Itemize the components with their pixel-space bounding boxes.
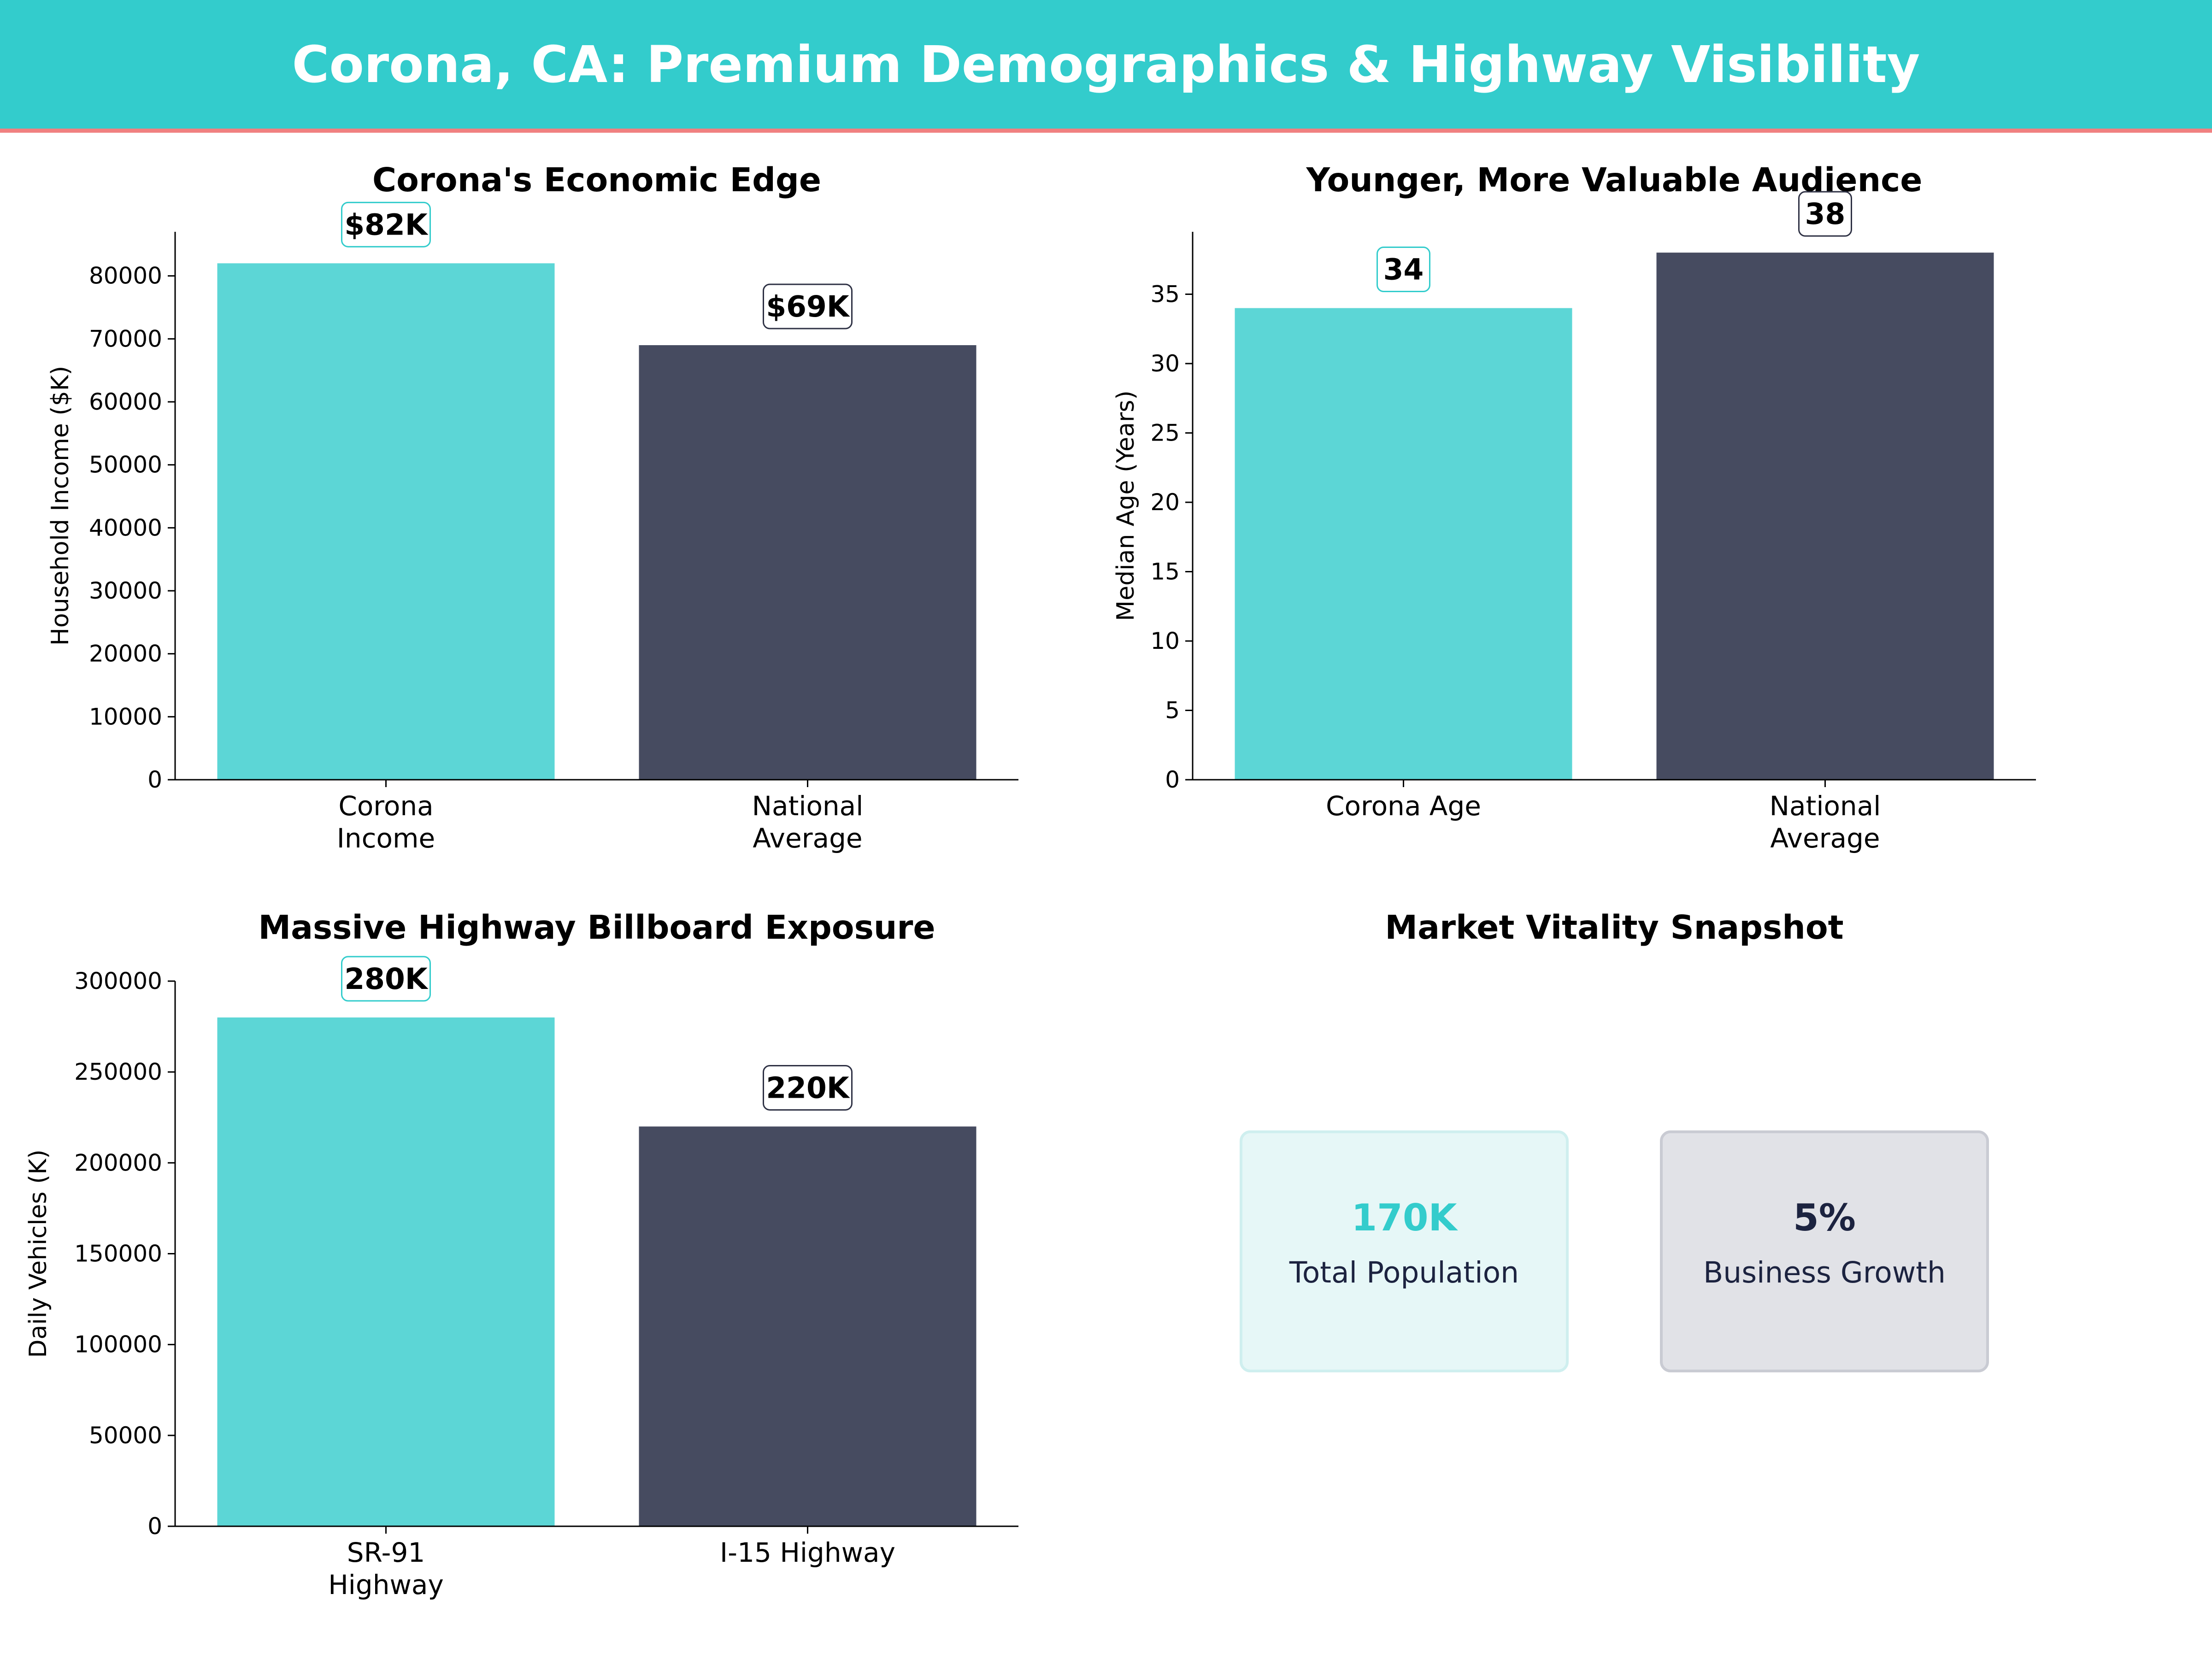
y-tick-label: 0 bbox=[147, 1513, 162, 1540]
market-snapshot: Market Vitality Snapshot 170K Total Popula… bbox=[1240, 908, 1989, 1372]
y-tick-label: 35 bbox=[1150, 281, 1180, 307]
category-label: Corona bbox=[338, 790, 433, 822]
y-tick-label: 250000 bbox=[74, 1059, 162, 1085]
y-tick-label: 20000 bbox=[89, 641, 162, 667]
category-label: I-15 Highway bbox=[720, 1537, 895, 1568]
category-label: Highway bbox=[328, 1569, 444, 1600]
y-tick-label: 10 bbox=[1150, 628, 1180, 654]
y-tick-label: 10000 bbox=[89, 703, 162, 730]
stat-card bbox=[1240, 1130, 1569, 1372]
category-label: SR-91 bbox=[347, 1537, 425, 1568]
y-tick-label: 40000 bbox=[89, 514, 162, 541]
value-label-box bbox=[341, 956, 431, 1002]
value-label: 34 bbox=[1383, 253, 1424, 287]
y-tick-label: 300000 bbox=[74, 968, 162, 994]
category-label: National bbox=[1770, 790, 1881, 822]
value-label: $82K bbox=[344, 208, 429, 241]
y-tick-label: 100000 bbox=[74, 1331, 162, 1358]
traffic-chart: Massive Highway Billboard Exposure 280K SR… bbox=[24, 908, 1018, 1600]
y-tick-label: 60000 bbox=[89, 388, 162, 415]
y-tick-label: 200000 bbox=[74, 1149, 162, 1176]
bar bbox=[217, 1017, 555, 1526]
category-label: National bbox=[752, 790, 864, 822]
category-label: Average bbox=[1770, 823, 1880, 854]
y-tick-label: 0 bbox=[147, 766, 162, 793]
page-title: Corona, CA: Premium Demographics & Highw… bbox=[292, 35, 1920, 94]
y-axis-title: Median Age (Years) bbox=[1112, 390, 1140, 621]
y-tick-label: 25 bbox=[1150, 419, 1180, 446]
stat-card bbox=[1660, 1130, 1989, 1372]
y-tick-label: 30 bbox=[1150, 350, 1180, 377]
stat-value: 170K bbox=[1352, 1196, 1459, 1239]
y-tick-label: 5 bbox=[1165, 697, 1180, 724]
y-tick-label: 50000 bbox=[89, 452, 162, 478]
snapshot-title: Market Vitality Snapshot bbox=[1385, 908, 1843, 947]
category-label: Average bbox=[753, 823, 862, 854]
chart-title: Massive Highway Billboard Exposure bbox=[258, 908, 935, 947]
y-tick-label: 0 bbox=[1165, 766, 1180, 793]
bar bbox=[217, 263, 555, 780]
y-tick-label: 70000 bbox=[89, 325, 162, 352]
value-label-box bbox=[1798, 191, 1852, 237]
value-label-box bbox=[763, 1065, 853, 1111]
y-tick-label: 150000 bbox=[74, 1241, 162, 1267]
chart-title: Corona's Economic Edge bbox=[372, 161, 821, 199]
stat-label: Total Population bbox=[1289, 1256, 1519, 1289]
value-label-box bbox=[763, 283, 853, 329]
category-label: Income bbox=[337, 823, 435, 854]
y-tick-label: 15 bbox=[1150, 558, 1180, 585]
y-tick-label: 50000 bbox=[89, 1422, 162, 1449]
bar bbox=[639, 345, 977, 780]
stat-label: Business Growth bbox=[1703, 1256, 1946, 1289]
y-tick-label: 30000 bbox=[89, 577, 162, 604]
y-axis-title: Household Income ($K) bbox=[47, 366, 74, 646]
y-tick-label: 20 bbox=[1150, 489, 1180, 516]
y-tick-label: 80000 bbox=[89, 263, 162, 289]
value-label: $69K bbox=[766, 290, 850, 324]
y-axis-title: Daily Vehicles (K) bbox=[24, 1149, 52, 1358]
bar bbox=[639, 1126, 977, 1526]
bar bbox=[1235, 308, 1572, 780]
age-chart: Younger, More Valuable Audience34Corona … bbox=[1112, 161, 2036, 854]
value-label: 38 bbox=[1805, 197, 1846, 231]
value-label-box bbox=[1377, 247, 1430, 293]
value-label-box bbox=[341, 201, 431, 247]
category-label: Corona Age bbox=[1326, 790, 1481, 822]
bar bbox=[1656, 253, 1994, 780]
value-label: 280K bbox=[344, 962, 429, 996]
value-label: 220K bbox=[766, 1071, 850, 1105]
header-banner: Corona, CA: Premium Demographics & Highw… bbox=[0, 0, 2212, 133]
stat-value: 5% bbox=[1793, 1196, 1856, 1239]
